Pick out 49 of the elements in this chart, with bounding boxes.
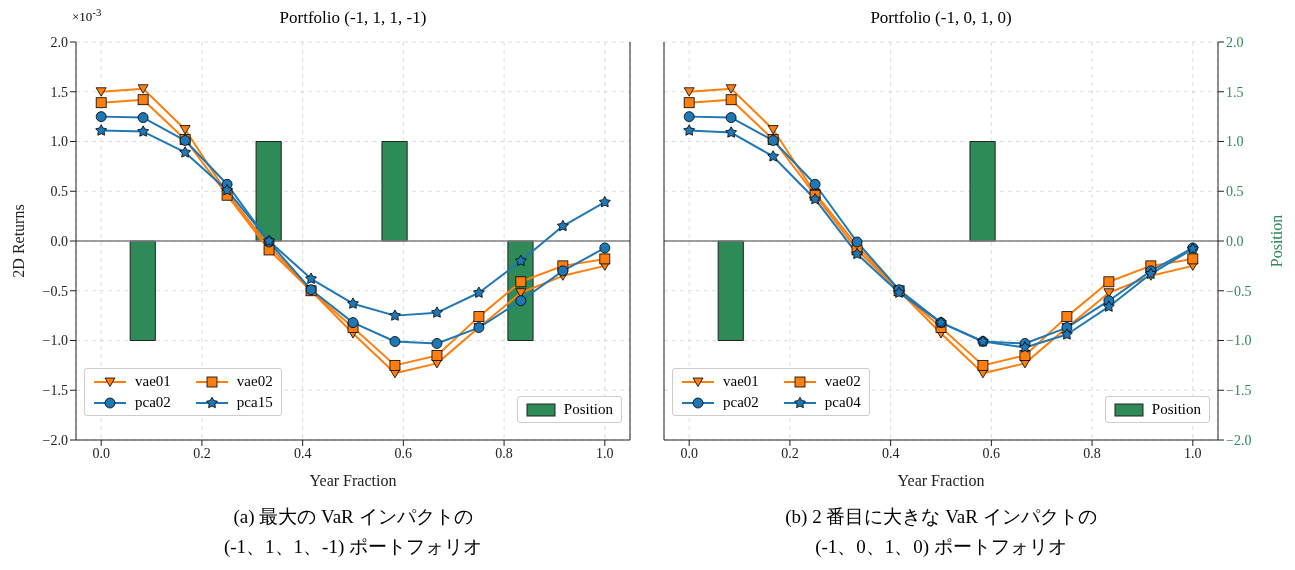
x-tick-label: 0.6	[394, 445, 413, 461]
y2-tick-label: 0.0	[1226, 233, 1244, 249]
x-tick-label: 0.4	[881, 445, 900, 461]
y-tick-label: 0.5	[50, 184, 68, 200]
x-tick-label: 0.0	[92, 445, 110, 461]
y2-tick-label: 2.0	[1226, 34, 1244, 50]
text: (a) 最大の VaR インパクトの (-1、1、1、-1) ポートフォリオ	[222, 505, 484, 559]
y2-tick-label: 0.5	[1226, 184, 1244, 200]
legend-label: vae01	[135, 373, 171, 390]
y-tick-label: 1.5	[50, 84, 68, 100]
x-tick-label: 0.6	[982, 445, 1001, 461]
chart-title: Portfolio (-1, 1, 1, -1)	[279, 8, 427, 27]
legend-label: pca02	[135, 394, 171, 411]
y-tick-label: 2.0	[50, 34, 68, 50]
y2-tick-label: 1.0	[1226, 134, 1244, 150]
y2-tick-label: −0.5	[1226, 283, 1252, 299]
legend-label: Position	[563, 401, 613, 418]
x-tick-label: 0.2	[781, 445, 799, 461]
y2-tick-label: 1.5	[1226, 84, 1244, 100]
text: (b) 2 番目に大きな VaR インパクトの (-1、0、1、0) ポートフォリオ	[784, 505, 1098, 559]
legend-label: vae02	[824, 373, 861, 390]
x-tick-label: 1.0	[1184, 445, 1202, 461]
y-tick-label: −1.0	[42, 333, 68, 349]
y2-tick-label: −2.0	[1226, 432, 1252, 448]
y-tick-label: 0.0	[50, 233, 68, 249]
x-tick-label: 0.8	[495, 445, 513, 461]
legend-label: pca15	[236, 394, 273, 411]
y-tick-label: −2.0	[42, 432, 68, 448]
x-tick-label: 0.2	[193, 445, 211, 461]
y-tick-label: −1.5	[42, 383, 68, 399]
legend-label: vae02	[236, 373, 273, 390]
x-tick-label: 0.0	[680, 445, 698, 461]
x-axis-title: Year Fraction	[309, 472, 397, 489]
x-tick-label: 1.0	[596, 445, 614, 461]
x-tick-label: 0.8	[1083, 445, 1101, 461]
legend-label: pca02	[723, 394, 759, 411]
y-axis-title: 2D Returns	[9, 204, 27, 278]
text: ×10$^{-3}$	[72, 6, 102, 25]
y2-tick-label: −1.0	[1226, 333, 1252, 349]
y2-axis-title: Position	[1267, 214, 1285, 268]
legend-label: vae01	[723, 373, 759, 390]
y2-tick-label: −1.5	[1226, 383, 1252, 399]
legend-label: Position	[1151, 401, 1201, 418]
x-tick-label: 0.4	[293, 445, 312, 461]
legend-label: pca04	[824, 394, 861, 411]
y-tick-label: −0.5	[42, 283, 68, 299]
x-axis-title: Year Fraction	[897, 472, 985, 489]
y-tick-label: 1.0	[50, 134, 68, 150]
chart-title: Portfolio (-1, 0, 1, 0)	[869, 8, 1013, 29]
